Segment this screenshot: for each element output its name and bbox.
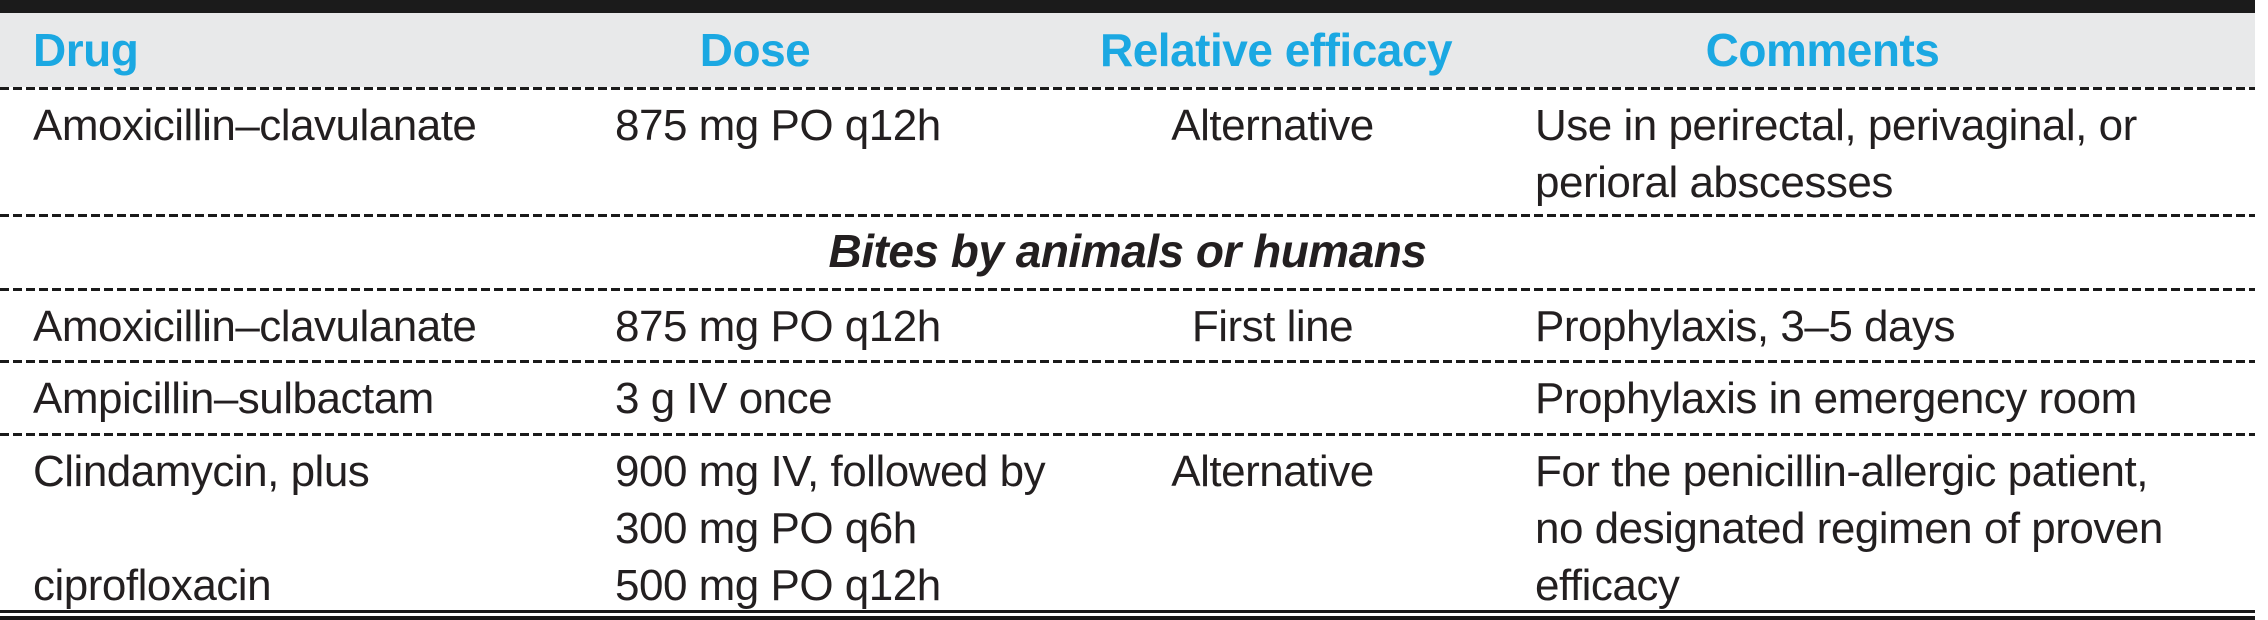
cell-comments: For the penicillin-allergic patient, no … xyxy=(1535,447,2163,610)
table-row: Ampicillin–sulbactam 3 g IV once Prophylax… xyxy=(0,360,2255,433)
table-bottom-rule-thin xyxy=(0,610,2255,613)
cell-drug: Clindamycin, plus ciprofloxacin xyxy=(33,447,370,610)
table-top-border xyxy=(0,0,2255,13)
cell-dose: 900 mg IV, followed by 300 mg PO q6h 500… xyxy=(615,447,1046,610)
table-row: Amoxicillin–clavulanate 875 mg PO q12h Fir… xyxy=(0,288,2255,360)
cell-relative-efficacy xyxy=(1100,360,1445,370)
cell-comments: Use in perirectal, perivaginal, or perio… xyxy=(1535,101,2137,207)
table-body: Amoxicillin–clavulanate 875 mg PO q12h Alt… xyxy=(0,87,2255,610)
column-header-drug: Drug xyxy=(33,24,139,76)
cell-drug: Ampicillin–sulbactam xyxy=(33,374,434,423)
column-header-relative-efficacy: Relative efficacy xyxy=(1100,24,1453,76)
cell-drug: Amoxicillin–clavulanate xyxy=(33,101,477,150)
cell-drug: Amoxicillin–clavulanate xyxy=(33,302,477,351)
table-row: Clindamycin, plus ciprofloxacin 900 mg IV… xyxy=(0,433,2255,610)
column-header-dose: Dose xyxy=(699,24,811,76)
section-header-row: Bites by animals or humans xyxy=(0,214,2255,288)
cell-dose: 875 mg PO q12h xyxy=(615,302,941,351)
cell-comments: Prophylaxis, 3–5 days xyxy=(1535,302,1955,351)
cell-dose: 3 g IV once xyxy=(615,374,833,423)
section-header-label: Bites by animals or humans xyxy=(828,225,1427,277)
cell-relative-efficacy: First line xyxy=(1191,302,1354,351)
cell-comments: Prophylaxis in emergency room xyxy=(1535,374,2137,423)
table-row: Amoxicillin–clavulanate 875 mg PO q12h Alt… xyxy=(0,87,2255,214)
cell-relative-efficacy: Alternative xyxy=(1171,101,1374,150)
column-header-comments: Comments xyxy=(1705,24,1940,76)
table-header-row: Drug Dose Relative efficacy Comments xyxy=(0,13,2255,87)
table-bottom-rule-thick xyxy=(0,616,2255,620)
cell-relative-efficacy: Alternative xyxy=(1171,447,1374,496)
cell-dose: 875 mg PO q12h xyxy=(615,101,941,150)
table-bottom-rule-gap xyxy=(0,613,2255,616)
